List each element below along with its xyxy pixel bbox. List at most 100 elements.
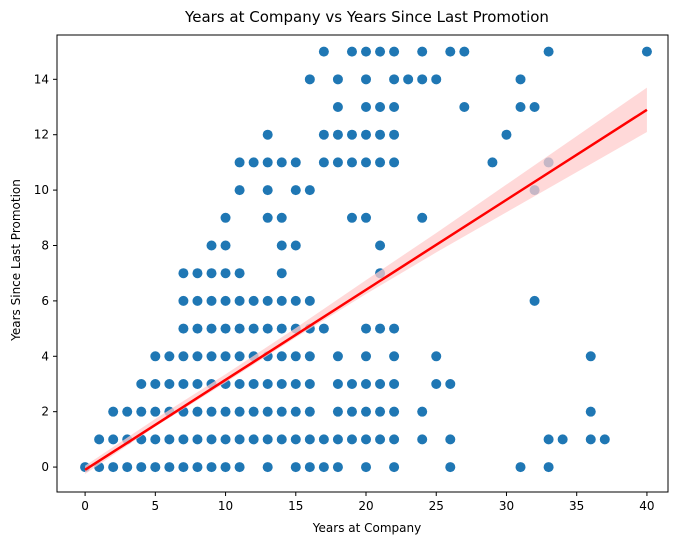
data-point	[234, 185, 245, 196]
data-point	[332, 351, 343, 362]
data-point	[389, 157, 400, 168]
data-point	[192, 378, 203, 389]
data-point	[346, 434, 357, 445]
data-point	[178, 323, 189, 334]
data-point	[276, 434, 287, 445]
data-point	[108, 434, 119, 445]
x-tick-label: 5	[152, 499, 160, 513]
data-point	[290, 351, 301, 362]
data-point	[276, 351, 287, 362]
data-point	[332, 74, 343, 85]
data-point	[192, 323, 203, 334]
data-point	[389, 462, 400, 473]
data-point	[375, 406, 386, 417]
data-point	[417, 406, 428, 417]
data-point	[234, 323, 245, 334]
data-point	[417, 212, 428, 223]
data-point	[459, 102, 470, 113]
data-point	[346, 378, 357, 389]
y-tick-label: 10	[34, 183, 49, 197]
data-point	[515, 102, 526, 113]
data-point	[290, 185, 301, 196]
y-axis-label: Years Since Last Promotion	[9, 179, 23, 342]
data-point	[248, 434, 259, 445]
data-point	[234, 295, 245, 306]
data-point	[304, 378, 315, 389]
data-point	[276, 323, 287, 334]
data-point	[290, 378, 301, 389]
data-point	[599, 434, 610, 445]
data-point	[389, 351, 400, 362]
data-point	[164, 462, 175, 473]
data-point	[304, 351, 315, 362]
data-point	[164, 378, 175, 389]
data-point	[585, 406, 596, 417]
data-point	[389, 323, 400, 334]
data-point	[361, 157, 372, 168]
data-point	[262, 157, 273, 168]
data-point	[122, 462, 133, 473]
x-tick-label: 0	[81, 499, 89, 513]
data-point	[361, 323, 372, 334]
data-point	[585, 434, 596, 445]
data-point	[332, 434, 343, 445]
x-tick-label: 20	[358, 499, 373, 513]
data-point	[234, 406, 245, 417]
data-point	[192, 268, 203, 279]
data-point	[332, 157, 343, 168]
data-point	[206, 406, 217, 417]
data-point	[290, 295, 301, 306]
data-point	[641, 46, 652, 57]
data-point	[346, 406, 357, 417]
data-point	[262, 129, 273, 140]
data-point	[529, 102, 540, 113]
data-point	[150, 462, 161, 473]
data-point	[276, 378, 287, 389]
data-point	[262, 462, 273, 473]
data-point	[206, 295, 217, 306]
data-point	[389, 434, 400, 445]
y-tick-label: 6	[41, 294, 49, 308]
data-point	[276, 212, 287, 223]
data-point	[150, 406, 161, 417]
data-point	[192, 351, 203, 362]
data-point	[248, 323, 259, 334]
data-point	[431, 378, 442, 389]
data-point	[375, 323, 386, 334]
data-point	[304, 434, 315, 445]
data-point	[515, 74, 526, 85]
data-point	[220, 406, 231, 417]
plot-frame	[56, 34, 669, 493]
data-point	[262, 434, 273, 445]
data-point	[543, 462, 554, 473]
data-point	[206, 240, 217, 251]
data-point	[220, 240, 231, 251]
data-point	[515, 462, 526, 473]
data-point	[543, 434, 554, 445]
data-point	[375, 46, 386, 57]
data-point	[234, 268, 245, 279]
x-tick-label: 15	[288, 499, 303, 513]
chart-title: Years at Company vs Years Since Last Pro…	[184, 8, 549, 26]
data-point	[361, 378, 372, 389]
data-point	[375, 157, 386, 168]
data-point	[206, 462, 217, 473]
data-point	[389, 74, 400, 85]
data-point	[361, 462, 372, 473]
data-point	[234, 378, 245, 389]
data-point	[304, 406, 315, 417]
data-point	[304, 295, 315, 306]
data-point	[318, 129, 329, 140]
data-point	[178, 462, 189, 473]
data-point	[136, 406, 147, 417]
data-point	[192, 434, 203, 445]
data-point	[346, 46, 357, 57]
data-point	[276, 268, 287, 279]
data-point	[389, 406, 400, 417]
data-point	[164, 434, 175, 445]
data-point	[276, 295, 287, 306]
data-point	[262, 323, 273, 334]
data-point	[431, 351, 442, 362]
